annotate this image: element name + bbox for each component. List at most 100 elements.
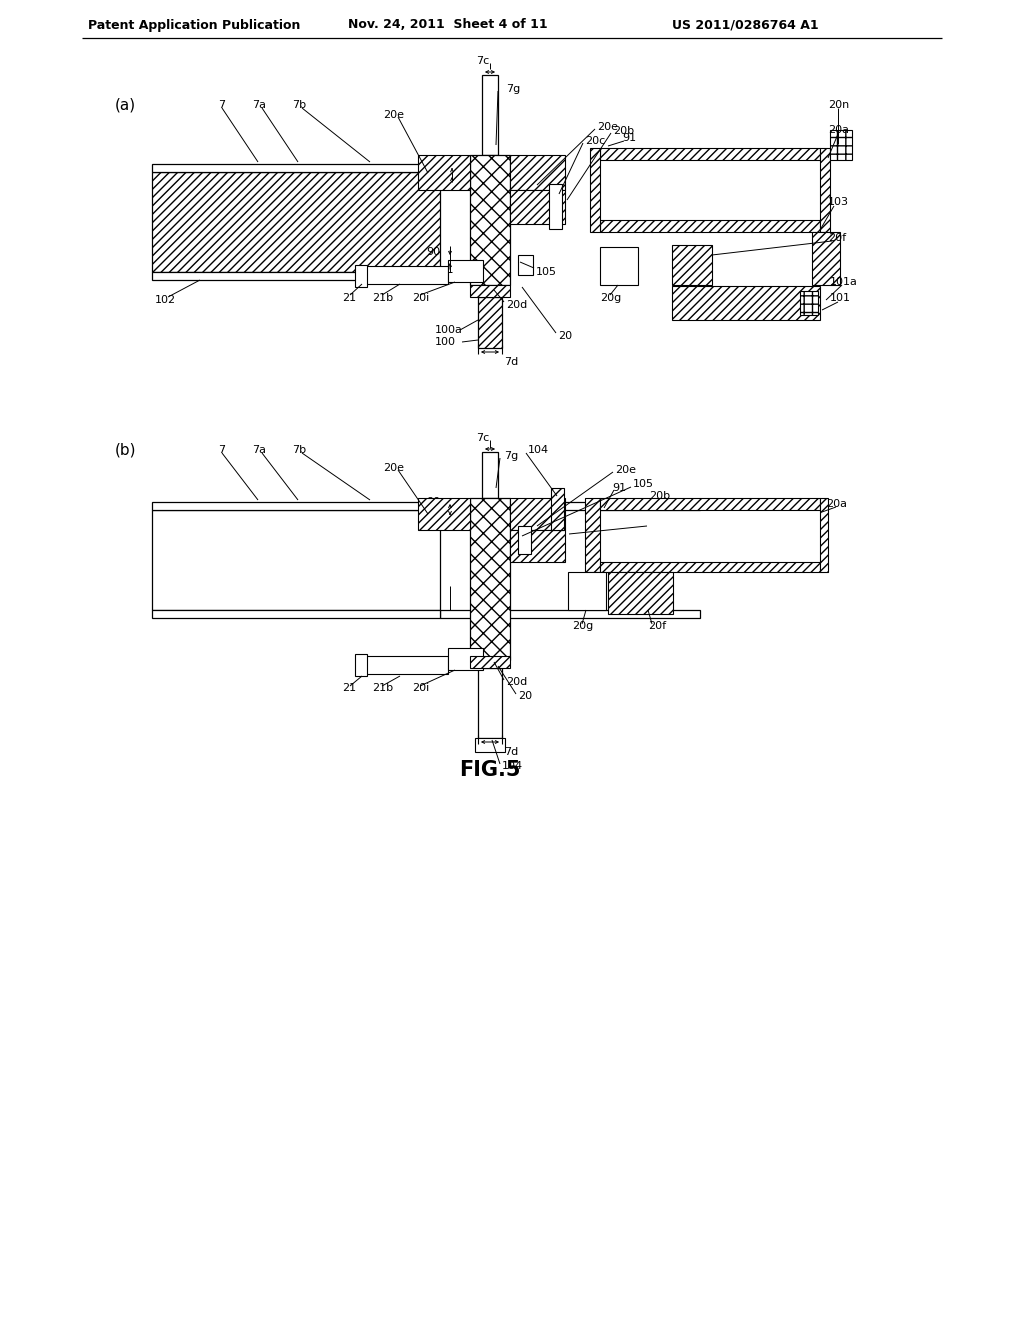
Bar xyxy=(800,290,818,315)
Text: 91: 91 xyxy=(612,483,626,492)
Bar xyxy=(152,610,440,618)
Text: 7b: 7b xyxy=(292,100,306,110)
Bar xyxy=(470,285,510,297)
Text: 7a: 7a xyxy=(252,100,266,110)
Bar xyxy=(470,154,510,285)
Bar xyxy=(152,502,440,510)
Bar xyxy=(449,260,483,282)
Text: 20b: 20b xyxy=(613,125,634,136)
Text: 91: 91 xyxy=(622,133,636,143)
Bar xyxy=(549,183,562,228)
Text: 105: 105 xyxy=(633,479,654,488)
Text: 7g: 7g xyxy=(506,84,520,94)
Bar xyxy=(600,220,820,232)
Text: 20a: 20a xyxy=(828,125,849,135)
Bar xyxy=(355,653,367,676)
Bar xyxy=(830,129,852,160)
Bar xyxy=(478,668,502,738)
Bar xyxy=(585,498,600,572)
Text: 21b: 21b xyxy=(372,682,393,693)
Text: 7g: 7g xyxy=(504,451,518,461)
Bar xyxy=(152,510,440,610)
Text: (b): (b) xyxy=(115,442,136,458)
Bar xyxy=(152,164,440,172)
Bar xyxy=(510,531,565,562)
Bar xyxy=(518,525,531,554)
Bar xyxy=(518,255,534,275)
Text: 20g: 20g xyxy=(572,620,593,631)
Bar xyxy=(820,148,830,232)
Text: US 2011/0286764 A1: US 2011/0286764 A1 xyxy=(672,18,818,32)
Bar xyxy=(551,488,564,531)
Bar xyxy=(418,498,470,531)
Text: (a): (a) xyxy=(115,98,136,112)
Text: 20: 20 xyxy=(518,690,532,701)
Text: 20f: 20f xyxy=(828,234,846,243)
Text: 103: 103 xyxy=(828,197,849,207)
Text: 7d: 7d xyxy=(504,747,518,756)
Text: 20i: 20i xyxy=(412,293,429,304)
Text: 101: 101 xyxy=(830,293,851,304)
Text: 7c: 7c xyxy=(476,433,489,444)
Bar xyxy=(482,451,498,498)
Bar xyxy=(568,572,606,610)
Bar xyxy=(600,148,820,160)
Text: 20e: 20e xyxy=(597,121,618,132)
Bar xyxy=(672,286,820,319)
Text: 100: 100 xyxy=(435,337,456,347)
Text: 20e: 20e xyxy=(383,463,404,473)
Text: 104: 104 xyxy=(528,445,549,455)
Text: 21: 21 xyxy=(342,293,356,304)
Text: 20e: 20e xyxy=(383,110,404,120)
Bar xyxy=(482,75,498,154)
Text: 101a: 101a xyxy=(830,277,858,286)
Bar xyxy=(672,246,712,285)
Text: 21b: 21b xyxy=(372,293,393,304)
Text: 20d: 20d xyxy=(506,677,527,686)
Text: Nov. 24, 2011  Sheet 4 of 11: Nov. 24, 2011 Sheet 4 of 11 xyxy=(348,18,548,32)
Text: 20n: 20n xyxy=(828,100,849,110)
Text: 20b: 20b xyxy=(649,491,670,502)
Text: 20c: 20c xyxy=(585,136,605,147)
Bar xyxy=(608,572,673,614)
Text: 21: 21 xyxy=(342,682,356,693)
Text: 7c: 7c xyxy=(476,55,489,66)
Bar xyxy=(510,190,565,224)
Bar xyxy=(600,498,820,510)
Text: Patent Application Publication: Patent Application Publication xyxy=(88,18,300,32)
Bar xyxy=(418,154,470,190)
Text: 7a: 7a xyxy=(252,445,266,455)
Bar xyxy=(812,232,840,285)
Text: 104: 104 xyxy=(502,762,523,771)
Text: 90: 90 xyxy=(426,247,440,257)
Text: 90: 90 xyxy=(426,498,440,507)
Text: 20a: 20a xyxy=(826,499,847,510)
Bar xyxy=(590,148,600,232)
Text: 20i: 20i xyxy=(412,682,429,693)
Text: FIG.5: FIG.5 xyxy=(459,760,521,780)
Bar xyxy=(470,656,510,668)
Bar xyxy=(478,297,502,348)
Bar xyxy=(470,498,510,660)
Text: 20e: 20e xyxy=(615,465,636,475)
Bar xyxy=(440,610,700,618)
Bar xyxy=(510,154,565,190)
Bar xyxy=(152,172,440,272)
Bar xyxy=(365,267,449,284)
Text: 20f: 20f xyxy=(648,620,667,631)
Text: 7: 7 xyxy=(218,445,225,455)
Bar xyxy=(600,247,638,285)
Text: 7: 7 xyxy=(218,100,225,110)
Bar xyxy=(820,498,828,572)
Bar xyxy=(365,656,449,675)
Text: 20g: 20g xyxy=(600,293,622,304)
Bar xyxy=(152,272,440,280)
Bar xyxy=(440,502,700,510)
Bar xyxy=(449,648,483,671)
Text: 7d: 7d xyxy=(504,356,518,367)
Text: 20: 20 xyxy=(558,331,572,341)
Bar xyxy=(600,562,820,572)
Text: 20d: 20d xyxy=(506,300,527,310)
Bar xyxy=(510,498,565,531)
Text: 102: 102 xyxy=(155,294,176,305)
